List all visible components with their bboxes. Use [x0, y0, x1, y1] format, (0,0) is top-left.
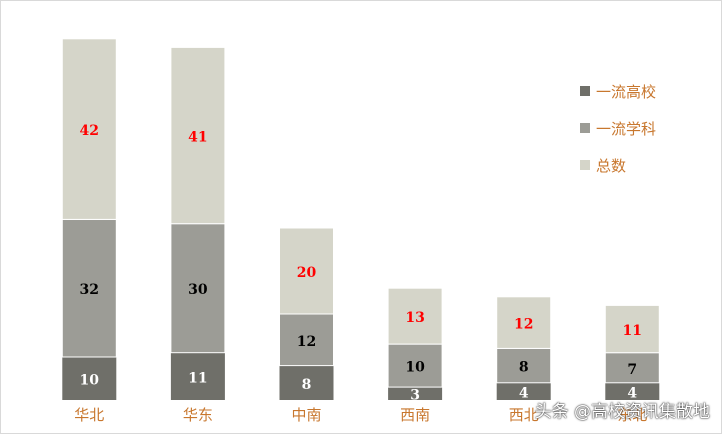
category-label-1: 华东 [183, 406, 213, 424]
bar-segment-2-3 [387, 287, 443, 345]
data-label-0-4: 4 [519, 385, 529, 401]
legend-item-series-2: 总数 [580, 154, 656, 176]
data-label-0-2: 8 [302, 377, 312, 393]
bar-segment-0-3 [388, 387, 443, 400]
bar-segment-0-5 [605, 382, 660, 400]
data-label-2-1: 41 [188, 130, 207, 146]
bar-segment-0-1 [170, 352, 225, 400]
bar-segment-0-2 [279, 365, 334, 400]
bar-segment-2-0 [61, 38, 117, 220]
data-label-0-1: 11 [188, 370, 207, 386]
data-label-1-0: 32 [80, 282, 99, 298]
bar-segment-0-4 [496, 382, 551, 400]
legend-swatch [580, 86, 590, 96]
bar-segment-2-2 [279, 227, 334, 315]
bar-segment-1-5 [604, 352, 660, 384]
legend: 一流高校 一流学科 总数 [580, 80, 656, 191]
bar-segment-2-1 [170, 46, 226, 225]
data-label-1-3: 10 [405, 360, 425, 376]
bar-segment-2-4 [496, 296, 552, 349]
data-label-0-3: 3 [410, 388, 420, 404]
data-label-2-3: 13 [405, 310, 424, 326]
legend-label: 一流高校 [596, 82, 657, 101]
legend-label: 总数 [596, 156, 627, 175]
data-label-2-5: 11 [623, 323, 642, 339]
data-label-2-2: 20 [297, 265, 317, 281]
bar-segment-2-5 [604, 304, 660, 354]
legend-item-series-0: 一流高校 [580, 80, 656, 102]
legend-swatch [580, 123, 590, 133]
bar-segment-1-2 [279, 313, 334, 367]
category-label-2: 中南 [291, 406, 321, 424]
data-label-1-4: 8 [519, 360, 529, 376]
data-label-2-0: 42 [80, 123, 99, 139]
watermark: 头条 @高校资讯集散地 [534, 402, 710, 422]
legend-label: 一流学科 [596, 119, 657, 138]
bar-segment-1-4 [496, 347, 552, 384]
data-label-2-4: 12 [514, 317, 533, 333]
category-label-0: 华北 [74, 406, 104, 424]
category-label-5: 东北 [617, 406, 647, 424]
data-label-1-2: 12 [297, 334, 316, 350]
category-label-4: 西北 [509, 406, 539, 424]
data-label-1-1: 30 [188, 282, 208, 298]
legend-swatch [580, 160, 590, 170]
legend-item-series-1: 一流学科 [580, 117, 656, 139]
category-label-3: 西南 [400, 406, 430, 424]
data-label-0-0: 10 [80, 373, 100, 389]
data-label-1-5: 7 [627, 362, 637, 378]
data-label-0-5: 4 [627, 385, 637, 401]
bar-segment-0-0 [62, 357, 117, 400]
